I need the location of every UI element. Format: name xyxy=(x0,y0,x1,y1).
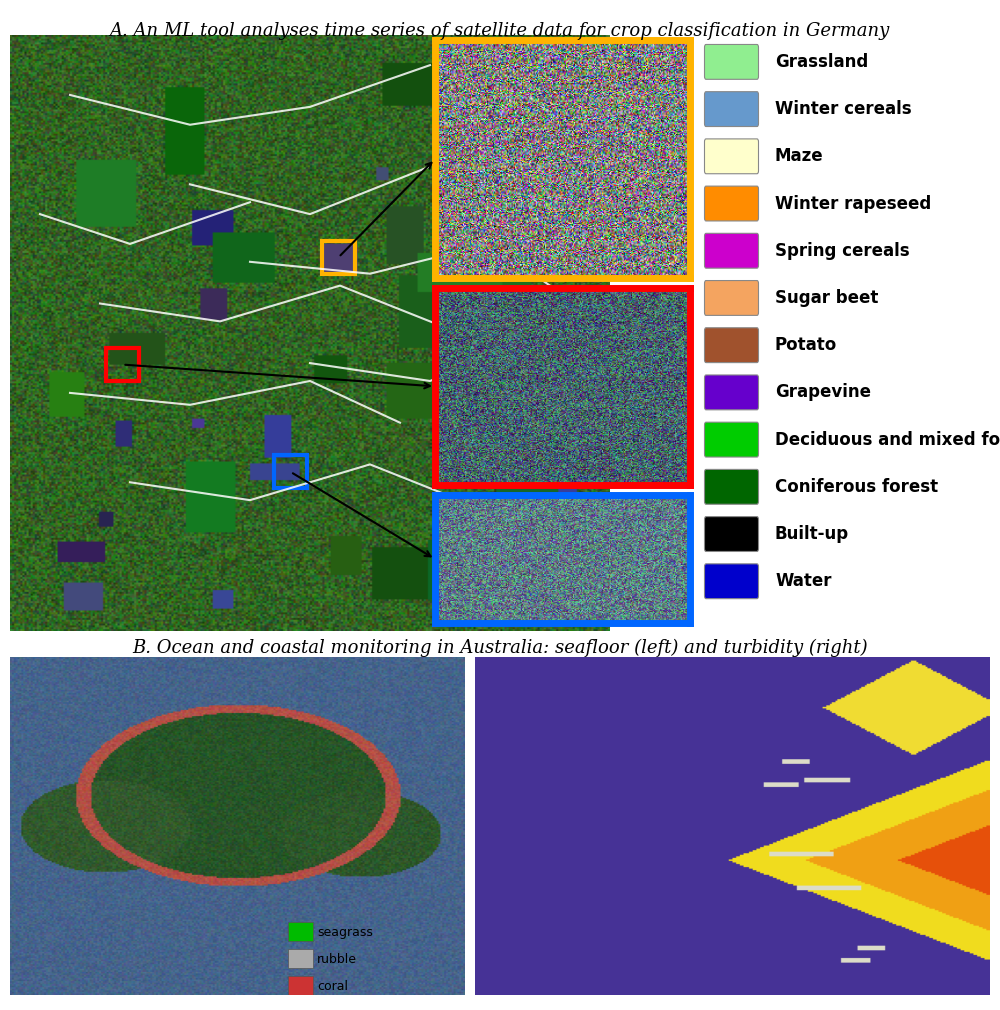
FancyBboxPatch shape xyxy=(704,186,759,221)
Text: rubble: rubble xyxy=(317,952,357,966)
FancyBboxPatch shape xyxy=(704,517,759,551)
Text: Grapevine: Grapevine xyxy=(775,384,871,401)
Bar xyxy=(288,922,313,940)
Text: A. An ML tool analyses time series of satellite data for crop classification in : A. An ML tool analyses time series of sa… xyxy=(110,22,890,40)
Text: Coniferous forest: Coniferous forest xyxy=(775,478,938,496)
Text: Deciduous and mixed forest: Deciduous and mixed forest xyxy=(775,430,1000,448)
FancyBboxPatch shape xyxy=(704,44,759,80)
FancyBboxPatch shape xyxy=(704,564,759,599)
FancyBboxPatch shape xyxy=(704,92,759,126)
FancyBboxPatch shape xyxy=(704,328,759,363)
Text: Potato: Potato xyxy=(775,336,837,355)
Text: seagrass: seagrass xyxy=(317,926,373,938)
Text: Sugar beet: Sugar beet xyxy=(775,289,878,307)
Text: Winter rapeseed: Winter rapeseed xyxy=(775,195,931,212)
FancyBboxPatch shape xyxy=(704,375,759,410)
Text: Spring cereals: Spring cereals xyxy=(775,241,910,260)
Text: coral: coral xyxy=(317,980,348,993)
FancyBboxPatch shape xyxy=(704,281,759,315)
FancyBboxPatch shape xyxy=(704,470,759,504)
Bar xyxy=(274,456,307,488)
Text: Maze: Maze xyxy=(775,147,824,166)
Text: Water: Water xyxy=(775,573,832,590)
Bar xyxy=(106,348,139,381)
Bar xyxy=(322,241,355,274)
FancyBboxPatch shape xyxy=(704,422,759,458)
FancyBboxPatch shape xyxy=(704,139,759,174)
Text: Built-up: Built-up xyxy=(775,525,849,543)
Text: B. Ocean and coastal monitoring in Australia: seafloor (left) and turbidity (rig: B. Ocean and coastal monitoring in Austr… xyxy=(132,638,868,657)
Text: Grassland: Grassland xyxy=(775,53,868,71)
Bar xyxy=(288,977,313,995)
Bar xyxy=(288,949,313,968)
Text: Winter cereals: Winter cereals xyxy=(775,100,912,118)
FancyBboxPatch shape xyxy=(704,233,759,269)
